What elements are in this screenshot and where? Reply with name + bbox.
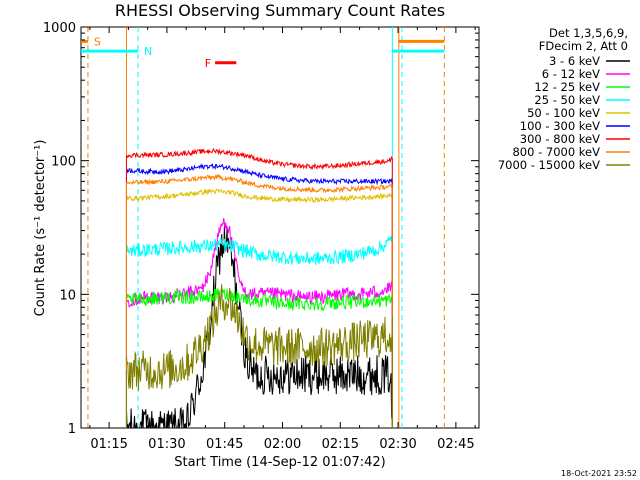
legend-label-6-12-kev: 6 - 12 keV bbox=[542, 67, 600, 81]
series-line-800-7000-kev bbox=[126, 173, 393, 194]
axis-ticks bbox=[81, 26, 479, 429]
legend-label-800-7000-kev: 800 - 7000 keV bbox=[512, 145, 600, 159]
x-tick-label-3: 02:00 bbox=[264, 437, 301, 452]
legend-header-0: Det 1,3,5,6,9, bbox=[549, 26, 628, 40]
legend-label-100-300-kev: 100 - 300 keV bbox=[520, 119, 600, 133]
series-7000-15000-kev bbox=[125, 284, 393, 428]
x-tick-labels: 01:15 01:30 01:45 02:00 02:15 02:30 02:45 bbox=[90, 437, 474, 452]
legend-label-3-6-kev: 3 - 6 keV bbox=[549, 54, 600, 68]
series-line-300-800-kev bbox=[126, 147, 393, 170]
y-tick-label-2: 100 bbox=[51, 155, 76, 170]
plot-frame bbox=[80, 26, 480, 429]
series-50-100-kev bbox=[125, 188, 393, 428]
legend-label-12-25-kev: 12 - 25 keV bbox=[534, 80, 600, 94]
x-tick-label-4: 02:15 bbox=[322, 437, 359, 452]
series-line-3-6-kev bbox=[126, 225, 393, 429]
chart-title: RHESSI Observing Summary Count Rates bbox=[115, 1, 445, 20]
legend-label-25-50-kev: 25 - 50 keV bbox=[534, 93, 600, 107]
x-tick-label-1: 01:30 bbox=[148, 437, 185, 452]
y-axis-label: Count Rate (s⁻¹ detector⁻¹) bbox=[33, 140, 48, 317]
legend-label-7000-15000-kev: 7000 - 15000 keV bbox=[498, 158, 600, 172]
y-tick-label-1: 10 bbox=[59, 288, 76, 303]
x-tick-label-6: 02:45 bbox=[437, 437, 474, 452]
x-tick-label-2: 01:45 bbox=[206, 437, 243, 452]
vertical-markers bbox=[87, 27, 445, 428]
status-flags: S N F bbox=[81, 35, 445, 70]
series-line-12-25-kev bbox=[126, 288, 393, 311]
data-series bbox=[125, 147, 393, 429]
flag-saa-label: S bbox=[94, 35, 101, 48]
x-axis-label: Start Time (14-Sep-12 01:07:42) bbox=[174, 455, 385, 470]
flag-flare-label: F bbox=[205, 57, 211, 70]
y-tick-label-0: 1 bbox=[68, 422, 76, 437]
x-tick-label-5: 02:30 bbox=[379, 437, 416, 452]
series-line-100-300-kev bbox=[126, 163, 393, 186]
series-line-25-50-kev bbox=[126, 235, 393, 266]
series-line-6-12-kev bbox=[126, 218, 393, 308]
legend-header-1: FDecim 2, Att 0 bbox=[539, 39, 628, 53]
x-tick-label-0: 01:15 bbox=[90, 437, 127, 452]
timestamp: 18-Oct-2021 23:52 bbox=[561, 469, 637, 478]
y-tick-label-3: 1000 bbox=[43, 21, 76, 36]
legend-label-300-800-kev: 300 - 800 keV bbox=[520, 132, 600, 146]
series-line-50-100-kev bbox=[126, 188, 393, 204]
series-line-7000-15000-kev bbox=[126, 284, 393, 391]
legend-label-50-100-kev: 50 - 100 keV bbox=[527, 106, 600, 120]
legend: Det 1,3,5,6,9,FDecim 2, Att 03 - 6 keV6 … bbox=[498, 26, 630, 172]
y-tick-labels: 1 10 100 1000 bbox=[43, 21, 76, 437]
flag-night-label: N bbox=[144, 45, 152, 58]
